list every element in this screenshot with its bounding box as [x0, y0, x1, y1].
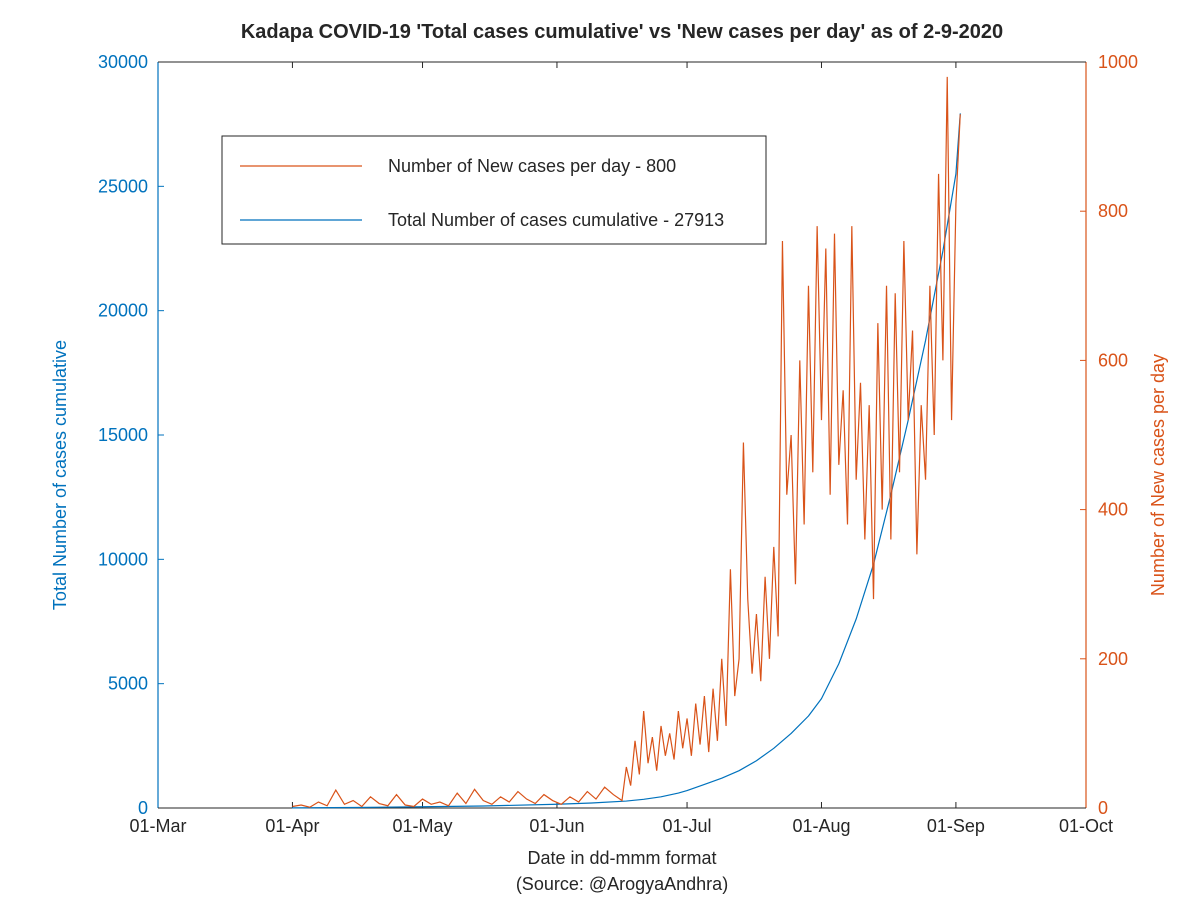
y-right-tick-label: 800: [1098, 201, 1128, 221]
legend-item-label: Total Number of cases cumulative - 27913: [388, 210, 724, 230]
covid-chart: Kadapa COVID-19 'Total cases cumulative'…: [0, 0, 1200, 900]
y-right-axis-label: Number of New cases per day: [1148, 354, 1168, 596]
y-left-tick-label: 5000: [108, 674, 148, 694]
y-left-tick-label: 25000: [98, 176, 148, 196]
x-tick-label: 01-Aug: [792, 816, 850, 836]
x-tick-label: 01-Jun: [529, 816, 584, 836]
y-left-tick-label: 0: [138, 798, 148, 818]
chart-title: Kadapa COVID-19 'Total cases cumulative'…: [241, 21, 1003, 43]
x-tick-label: 01-Oct: [1059, 816, 1113, 836]
y-left-tick-label: 30000: [98, 52, 148, 72]
x-tick-label: 01-May: [393, 816, 453, 836]
x-tick-label: 01-Mar: [129, 816, 186, 836]
chart-svg: Kadapa COVID-19 'Total cases cumulative'…: [0, 0, 1200, 900]
x-axis-label-1: Date in dd-mmm format: [527, 848, 716, 868]
legend-item-label: Number of New cases per day - 800: [388, 156, 676, 176]
x-axis-label-2: (Source: @ArogyaAndhra): [516, 874, 728, 894]
legend: Number of New cases per day - 800 Total N…: [222, 136, 766, 244]
y-left-axis-label: Total Number of cases cumulative: [50, 340, 70, 610]
y-left-tick-label: 10000: [98, 549, 148, 569]
y-left-tick-label: 15000: [98, 425, 148, 445]
y-right-tick-label: 600: [1098, 350, 1128, 370]
x-tick-label: 01-Apr: [265, 816, 319, 836]
y-left-tick-label: 20000: [98, 301, 148, 321]
y-right-tick-label: 400: [1098, 500, 1128, 520]
y-right-tick-label: 0: [1098, 798, 1108, 818]
y-right-tick-label: 1000: [1098, 52, 1138, 72]
x-tick-label: 01-Sep: [927, 816, 985, 836]
y-right-tick-label: 200: [1098, 649, 1128, 669]
x-tick-label: 01-Jul: [663, 816, 712, 836]
